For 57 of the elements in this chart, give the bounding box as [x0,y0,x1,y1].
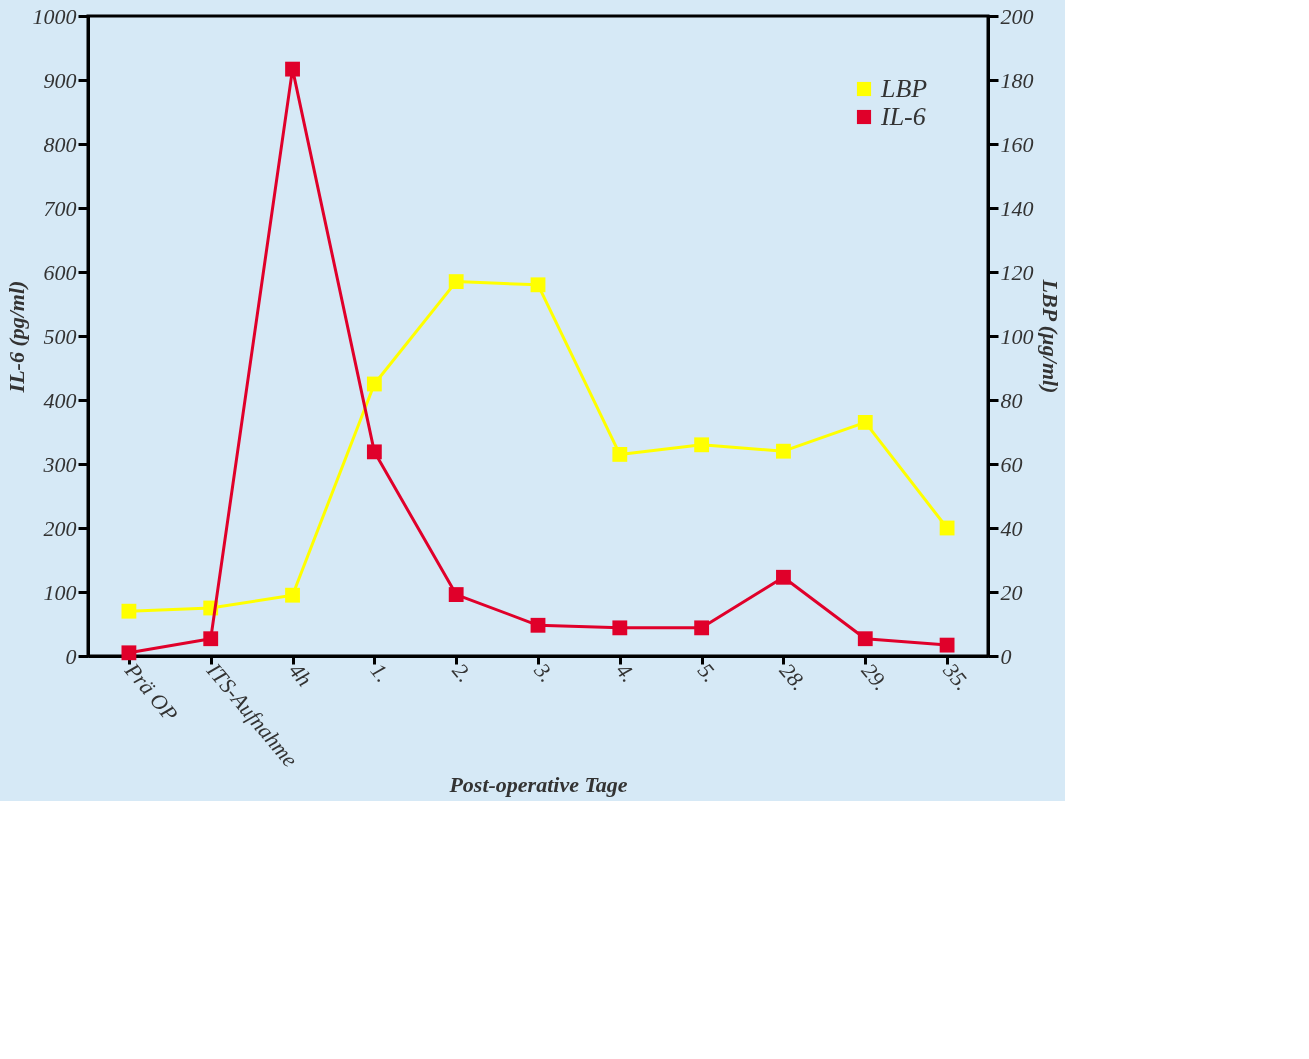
point [366,376,382,392]
y2-tick-label: 180 [1000,67,1034,93]
x-tick-label: Prä OP [119,657,183,727]
legend-label: IL-6 [880,102,926,131]
x-tick-label: 28. [774,658,812,696]
y2-tick-label: 60 [1000,451,1023,477]
point [530,277,546,293]
x-tick-label: 2. [447,658,478,687]
y2-tick-label: 120 [1000,259,1034,285]
point [121,645,137,661]
y-tick-label: 300 [42,451,77,477]
point [366,444,382,460]
y-tick-label: 700 [43,195,77,221]
point [857,414,873,430]
point [448,274,464,290]
x-tick-label: 4. [611,658,641,687]
point [694,620,710,636]
point [857,631,873,647]
y-tick-label: 400 [43,387,77,413]
y2-tick-label: 200 [1000,3,1034,29]
x-axis-title: Post-operative Tage [448,771,628,797]
y2-tick-label: 100 [1000,323,1034,349]
point [612,620,628,636]
point [530,617,546,633]
point [776,443,791,459]
y2-tick-label: 140 [1000,195,1034,221]
y2-tick-label: 160 [1000,131,1034,157]
legend-label: LBP [880,74,928,103]
point [203,631,219,647]
x-tick-label: 3. [528,657,560,687]
y2-tick-label: 0 [1000,643,1012,669]
y-tick-label: 900 [43,67,77,93]
point [612,446,628,462]
x-tick-label: 29. [856,658,894,696]
y2-tick-label: 20 [1000,579,1023,605]
y-tick-label: 1000 [32,3,77,29]
y2-axis-title: LBP (µg/ml) [1037,278,1063,394]
point [776,569,791,585]
point [285,61,300,77]
y-tick-label: 600 [43,259,77,285]
y-tick-label: 800 [43,131,77,157]
y-axis-title: IL-6 (pg/ml) [3,280,29,394]
y2-tick-label: 80 [1000,387,1023,413]
point [448,587,464,602]
point [121,603,137,619]
x-tick-label: 5. [692,658,723,687]
x-tick-label: 35. [937,657,976,696]
point [285,587,300,603]
point [939,520,955,536]
y-tick-label: 200 [43,515,77,541]
x-tick-label: 1. [365,658,396,687]
y-tick-label: 100 [43,579,77,605]
y-tick-label: 0 [65,643,77,669]
y-tick-label: 500 [43,323,77,349]
point [939,637,955,653]
point [694,437,710,453]
y2-tick-label: 40 [1000,515,1023,541]
